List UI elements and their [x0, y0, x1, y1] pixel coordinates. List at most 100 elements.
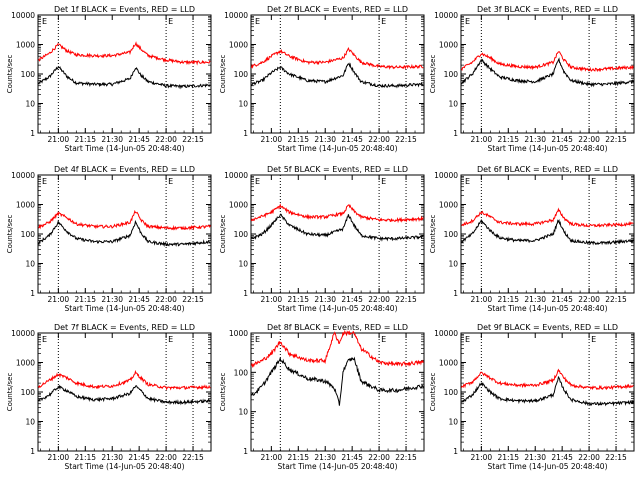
x-tick-label: 21:45 [551, 295, 573, 304]
x-tick-label: 21:00 [261, 453, 283, 462]
y-tick-label: 1000 [16, 41, 35, 50]
events-series-line [251, 213, 424, 242]
events-series-line [37, 219, 211, 248]
y-tick-label: 10 [238, 408, 248, 417]
x-tick-label: 21:15 [74, 453, 96, 462]
y-tick-label: 10000 [434, 11, 458, 20]
x-tick-label: 22:00 [155, 453, 177, 462]
y-tick-label: 1 [453, 289, 458, 298]
event-marker-label: E [465, 17, 470, 26]
plot-frame [250, 174, 425, 294]
detector-panel-6: Det 6f BLACK = Events, RED = LLD 1 10 100 10… [429, 165, 635, 313]
y-tick-label: 1000 [439, 41, 458, 50]
y-tick-label: 10000 [434, 329, 458, 338]
y-tick-label: 1 [243, 289, 248, 298]
y-tick-label: 1 [453, 447, 458, 456]
y-tick-label: 100 [234, 70, 249, 79]
x-tick-label: 21:00 [48, 135, 70, 144]
detector-panel-8: Det 8f BLACK = Events, RED = LLD 1 10 100 10… [219, 323, 425, 471]
x-tick-label: 22:15 [182, 135, 204, 144]
x-tick-label: 21:00 [471, 453, 493, 462]
plot-frame [460, 14, 635, 134]
x-tick-label: 22:00 [578, 135, 600, 144]
y-tick-label: 1 [243, 129, 248, 138]
y-tick-label: 100 [21, 70, 36, 79]
y-tick-label: 10000 [224, 11, 248, 20]
x-tick-label: 21:15 [497, 135, 519, 144]
lld-series-line [38, 209, 211, 231]
x-tick-label: 21:30 [524, 453, 546, 462]
plot-frame [460, 332, 635, 452]
y-tick-label: 10000 [11, 329, 35, 338]
panel-title: Det 3f BLACK = Events, RED = LLD [477, 5, 618, 14]
y-tick-label: 100 [234, 230, 249, 239]
panel-title: Det 7f BLACK = Events, RED = LLD [54, 323, 195, 332]
y-axis-label: Counts/sec [219, 55, 227, 94]
lld-series-line [460, 368, 634, 391]
x-tick-label: 22:00 [155, 295, 177, 304]
y-tick-label: 10 [238, 260, 248, 269]
x-tick-label: 21:15 [497, 453, 519, 462]
y-tick-label: 1000 [439, 201, 458, 210]
events-series-line [251, 62, 424, 89]
x-tick-label: 21:00 [471, 135, 493, 144]
events-series-line [461, 57, 634, 88]
lld-series-line [250, 203, 424, 224]
x-axis-label: Start Time (14-Jun-05 20:48:40) [65, 144, 185, 153]
y-tick-label: 100 [444, 70, 459, 79]
lld-series-line [250, 329, 424, 369]
event-marker-label: E [168, 177, 173, 186]
plot-frame [460, 174, 635, 294]
detector-panel-5: Det 5f BLACK = Events, RED = LLD 1 10 100 10… [219, 165, 425, 313]
y-tick-label: 10 [238, 100, 248, 109]
event-marker-label: E [591, 335, 596, 344]
y-tick-label: 1000 [229, 201, 248, 210]
plot-frame [37, 332, 212, 452]
x-tick-label: 21:00 [48, 295, 70, 304]
y-tick-label: 10 [25, 100, 35, 109]
y-tick-label: 100 [234, 368, 249, 377]
y-axis-label: Counts/sec [429, 373, 437, 412]
y-tick-label: 1 [30, 289, 35, 298]
y-tick-label: 100 [21, 230, 36, 239]
x-tick-label: 22:00 [368, 135, 390, 144]
x-tick-label: 21:30 [314, 295, 336, 304]
x-tick-label: 21:45 [341, 135, 363, 144]
event-marker-label: E [42, 177, 47, 186]
event-marker-label: E [168, 335, 173, 344]
event-marker-label: E [255, 177, 260, 186]
x-tick-label: 21:00 [48, 453, 70, 462]
x-tick-label: 22:15 [182, 295, 204, 304]
x-tick-label: 21:30 [101, 453, 123, 462]
x-tick-label: 21:15 [497, 295, 519, 304]
x-tick-label: 21:30 [524, 135, 546, 144]
x-tick-label: 21:30 [524, 295, 546, 304]
x-tick-label: 21:15 [287, 295, 309, 304]
x-tick-label: 22:15 [395, 135, 417, 144]
y-tick-label: 10 [448, 260, 458, 269]
y-tick-label: 1 [30, 129, 35, 138]
detector-panel-7: Det 7f BLACK = Events, RED = LLD 1 10 100 10… [6, 323, 212, 471]
x-tick-label: 21:30 [314, 453, 336, 462]
lld-series-line [37, 369, 211, 391]
x-axis-label: Start Time (14-Jun-05 20:48:40) [278, 144, 398, 153]
y-tick-label: 100 [444, 388, 459, 397]
x-tick-label: 21:15 [74, 135, 96, 144]
detector-panel-4: Det 4f BLACK = Events, RED = LLD 1 10 100 10… [6, 165, 212, 313]
x-tick-label: 21:45 [551, 453, 573, 462]
lld-series-line [38, 41, 211, 66]
event-marker-label: E [168, 17, 173, 26]
plot-frame [37, 174, 212, 294]
panel-title: Det 4f BLACK = Events, RED = LLD [54, 165, 195, 174]
event-marker-label: E [42, 335, 47, 344]
x-axis-label: Start Time (14-Jun-05 20:48:40) [488, 462, 608, 471]
event-marker-label: E [255, 335, 260, 344]
x-tick-label: 22:15 [395, 453, 417, 462]
y-tick-label: 10 [25, 418, 35, 427]
events-series-line [460, 218, 634, 246]
x-axis-label: Start Time (14-Jun-05 20:48:40) [65, 462, 185, 471]
lld-series-line [461, 207, 634, 228]
x-tick-label: 21:15 [74, 295, 96, 304]
x-tick-label: 22:00 [578, 453, 600, 462]
x-axis-label: Start Time (14-Jun-05 20:48:40) [278, 462, 398, 471]
